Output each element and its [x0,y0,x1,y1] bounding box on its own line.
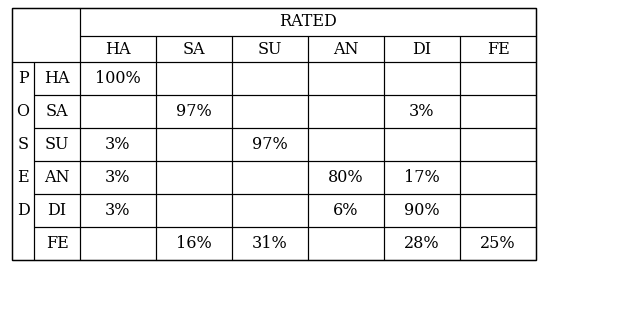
Bar [156,194,232,227]
Bar [384,95,460,128]
Bar [80,95,156,128]
Text: 90%: 90% [404,202,440,219]
Bar [384,194,460,227]
Bar [34,95,80,128]
Bar [308,95,384,128]
Bar [232,62,308,95]
Bar [384,62,460,95]
Bar [156,62,232,95]
Text: 100%: 100% [95,70,141,87]
Bar [156,227,232,260]
Text: SA: SA [183,40,205,58]
Bar [80,8,536,36]
Text: SU: SU [45,136,69,153]
Text: 31%: 31% [252,235,288,252]
Bar [34,161,80,194]
Bar [156,128,232,161]
Bar [156,36,232,62]
Bar [460,194,536,227]
Text: P: P [18,70,28,87]
Text: 3%: 3% [409,103,435,120]
Bar [232,161,308,194]
Text: 28%: 28% [404,235,440,252]
Bar [232,128,308,161]
Bar [460,36,536,62]
Bar [232,95,308,128]
Text: E: E [17,169,29,186]
Bar [308,128,384,161]
Text: DI: DI [412,40,431,58]
Bar [12,8,80,62]
Text: 6%: 6% [333,202,359,219]
Text: DI: DI [47,202,67,219]
Text: S: S [17,136,29,153]
Bar [156,95,232,128]
Text: 16%: 16% [176,235,212,252]
Text: 80%: 80% [328,169,364,186]
Bar [232,36,308,62]
Bar [80,227,156,260]
Bar [232,227,308,260]
Bar [308,36,384,62]
Bar [34,128,80,161]
Text: FE: FE [45,235,68,252]
Text: HA: HA [105,40,131,58]
Text: 25%: 25% [480,235,516,252]
Bar [34,62,80,95]
Text: 17%: 17% [404,169,440,186]
Text: 3%: 3% [105,202,131,219]
Bar [460,161,536,194]
Text: 3%: 3% [105,169,131,186]
Text: 97%: 97% [176,103,212,120]
Bar [232,194,308,227]
Bar [308,161,384,194]
Bar [80,128,156,161]
Bar [34,227,80,260]
Bar [384,161,460,194]
Text: 97%: 97% [252,136,288,153]
Bar [384,227,460,260]
Bar [156,161,232,194]
Bar [80,36,156,62]
Bar [308,62,384,95]
Text: AN: AN [333,40,359,58]
Bar [460,95,536,128]
Bar [460,128,536,161]
Bar [12,8,536,260]
Bar [34,194,80,227]
Text: SA: SA [45,103,68,120]
Text: D: D [17,202,29,219]
Text: AN: AN [44,169,70,186]
Bar [308,227,384,260]
Bar [460,227,536,260]
Text: SU: SU [258,40,282,58]
Bar [80,161,156,194]
Bar [384,128,460,161]
Bar [384,36,460,62]
Bar [80,194,156,227]
Bar [12,62,34,260]
Text: 3%: 3% [105,136,131,153]
Bar [80,62,156,95]
Bar [308,194,384,227]
Text: FE: FE [486,40,509,58]
Text: RATED: RATED [279,13,337,31]
Text: O: O [17,103,29,120]
Text: HA: HA [44,70,70,87]
Bar [460,62,536,95]
